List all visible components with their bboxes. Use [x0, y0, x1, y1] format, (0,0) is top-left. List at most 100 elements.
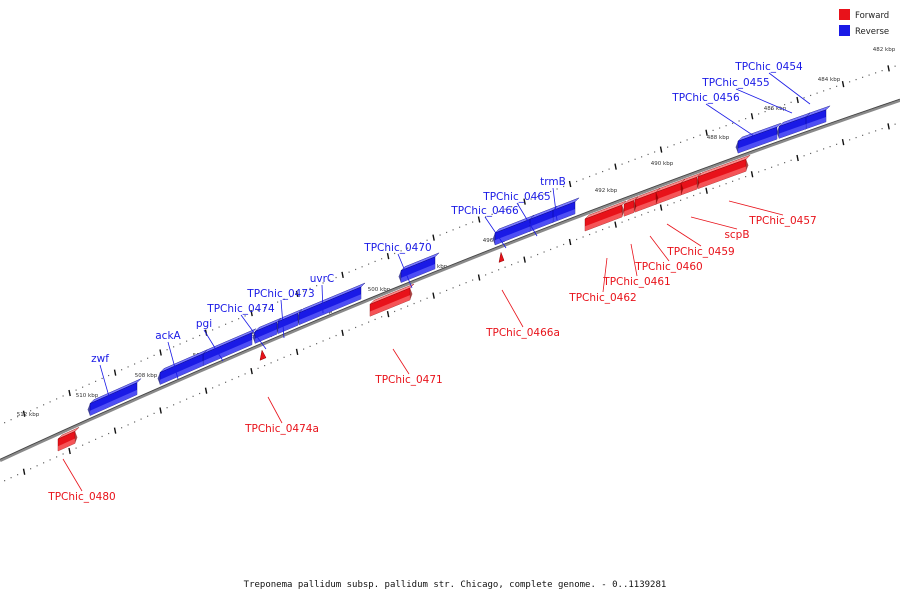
gene-label-g474[interactable]: TPChic_0474 — [206, 303, 275, 315]
ruler-tick — [341, 271, 344, 278]
gene-leader-line — [99, 364, 111, 401]
gene-g456-glyph[interactable] — [735, 122, 782, 154]
ruler-tick — [432, 234, 435, 241]
gene-label-gpgi[interactable]: pgi — [196, 318, 212, 330]
gene-guvrC-glyph[interactable] — [296, 282, 366, 326]
gene-gtrmB-glyph[interactable] — [549, 197, 580, 224]
gene-g470-glyph[interactable] — [398, 252, 440, 283]
gene-g459-glyph[interactable] — [654, 178, 686, 205]
gene-label-g457[interactable]: TPChic_0457 — [748, 215, 816, 227]
map-caption: Treponema pallidum subsp. pallidum str. … — [244, 580, 667, 590]
ruler-dot — [810, 94, 812, 97]
gene-g455-glyph[interactable] — [776, 112, 811, 139]
ruler-dot — [381, 316, 383, 318]
ruler-tick — [68, 389, 71, 397]
gene-arrow-tip — [697, 177, 700, 190]
ruler-dot — [485, 274, 487, 276]
ruler-dot — [134, 421, 136, 423]
gene-g474a-glyph[interactable] — [259, 349, 267, 361]
gene-label-gzwf[interactable]: zwf — [91, 353, 109, 365]
gene-label-g459[interactable]: TPChic_0459 — [666, 246, 734, 258]
ruler-dot — [283, 356, 285, 358]
gene-g462-glyph[interactable] — [584, 200, 627, 232]
gene-label-gtrmB[interactable]: trmB — [540, 176, 566, 188]
gene-label-g474a[interactable]: TPChic_0474a — [244, 423, 319, 435]
ruler-dot — [56, 398, 58, 400]
gene-g460-glyph[interactable] — [634, 188, 661, 213]
gene-leader-line — [690, 216, 738, 230]
ruler-dot — [257, 309, 259, 311]
ruler-dot — [472, 221, 474, 223]
ruler-dot — [283, 298, 285, 300]
gene-label-g480[interactable]: TPChic_0480 — [47, 491, 115, 503]
ruler-tick — [659, 204, 663, 211]
ruler-dot — [238, 376, 240, 378]
ruler-tick — [295, 348, 299, 355]
ruler-dot — [4, 480, 6, 482]
ruler-dot — [719, 127, 721, 129]
gene-g474-glyph[interactable] — [252, 317, 282, 344]
gene-g466-glyph[interactable] — [492, 215, 535, 246]
ruler-dot — [140, 360, 142, 362]
gene-label-gscpB[interactable]: scpB — [724, 229, 749, 241]
gene-label-g461[interactable]: TPChic_0461 — [602, 276, 670, 288]
gene-label-g471[interactable]: TPChic_0471 — [374, 374, 442, 386]
gene-label-g456[interactable]: TPChic_0456 — [671, 92, 740, 104]
ruler-dot — [400, 250, 402, 252]
gene-g480-glyph[interactable] — [57, 427, 80, 452]
gene-label-g454[interactable]: TPChic_0454 — [734, 61, 803, 73]
ruler-tick — [568, 238, 572, 246]
gene-face-shade — [160, 360, 203, 385]
gene-label-g466a[interactable]: TPChic_0466a — [485, 327, 560, 339]
ruler-dot — [771, 108, 773, 110]
gene-label-g462[interactable]: TPChic_0462 — [568, 292, 636, 304]
ruler-dot — [17, 416, 19, 418]
gene-leader-line — [267, 396, 283, 424]
gene-leader-line — [321, 284, 324, 314]
gene-arrow-tip — [746, 159, 749, 172]
ruler-dot — [426, 239, 428, 241]
gene-gzwf-glyph[interactable] — [87, 378, 142, 416]
gene-label-g460[interactable]: TPChic_0460 — [634, 261, 702, 273]
gene-gpgi-glyph[interactable] — [200, 328, 257, 367]
gene-label-g466[interactable]: TPChic_0466 — [450, 205, 519, 217]
ruler-dot — [758, 171, 760, 173]
gene-leader-line — [62, 458, 83, 492]
ruler-dot — [121, 369, 123, 371]
ruler-dot — [816, 92, 818, 94]
ruler-dot — [654, 209, 656, 211]
gene-label-g470[interactable]: TPChic_0470 — [363, 242, 431, 254]
ruler-dot — [244, 315, 246, 317]
ruler-dot — [322, 340, 324, 342]
gene-label-g465[interactable]: TPChic_0465 — [482, 191, 550, 203]
gene-g457-glyph[interactable] — [697, 155, 751, 189]
ruler-label: 508 kbp — [135, 373, 158, 379]
ruler-dot — [608, 226, 610, 228]
ruler-dot — [803, 155, 805, 157]
gene-g461-glyph[interactable] — [623, 196, 639, 217]
gene-gackA-glyph[interactable] — [157, 349, 208, 385]
gene-label-g455[interactable]: TPChic_0455 — [701, 77, 769, 89]
ruler-dot — [829, 146, 831, 148]
ruler-dot — [101, 377, 103, 380]
ruler-label: 488 kbp — [707, 135, 730, 141]
gene-label-gackA[interactable]: ackA — [155, 330, 181, 342]
ruler-dot — [537, 195, 539, 198]
ruler-dot — [127, 366, 129, 368]
gene-face-shade — [370, 295, 410, 317]
gene-g466a-glyph[interactable] — [498, 251, 505, 263]
ruler-dot — [270, 362, 272, 364]
ruler-dot — [270, 304, 272, 306]
gene-face-shade — [529, 217, 553, 232]
ruler-dot — [771, 166, 773, 168]
gene-label-g473[interactable]: TPChic_0473 — [246, 288, 314, 300]
gene-g471-glyph[interactable] — [369, 283, 415, 317]
ruler-label: 492 kbp — [595, 188, 618, 194]
ruler-dot — [95, 438, 97, 440]
ruler-tick — [705, 187, 708, 194]
ruler-dot — [173, 346, 175, 348]
gene-label-guvrC[interactable]: uvrC — [310, 273, 335, 285]
ruler-dot — [348, 271, 350, 273]
ruler-tick — [750, 113, 754, 120]
ruler-dot — [738, 178, 740, 180]
